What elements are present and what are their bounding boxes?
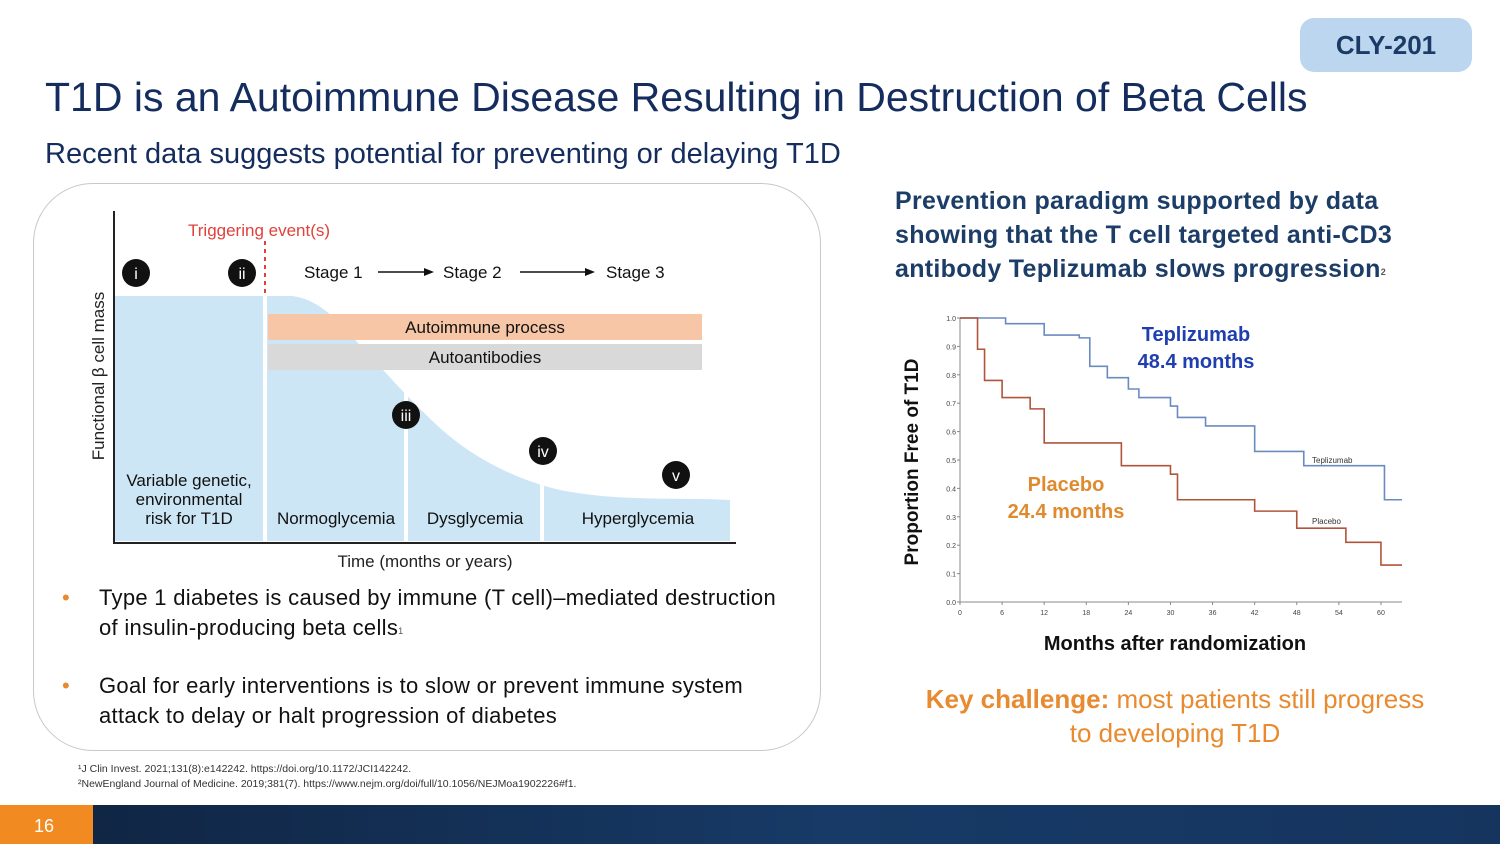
key-challenge-text: most patients still progress to developi…	[1069, 684, 1425, 748]
km-y-tick-label: 0.1	[946, 572, 956, 579]
km-x-tick-label: 54	[1335, 610, 1343, 617]
key-challenge-label: Key challenge:	[925, 684, 1110, 714]
prevention-text: Prevention paradigm supported by data sh…	[895, 187, 1393, 283]
km-x-tick-label: 48	[1293, 610, 1301, 617]
svg-text:iii: iii	[401, 408, 412, 425]
reference-1: ¹J Clin Invest. 2021;131(8):e142242. htt…	[78, 763, 412, 775]
km-y-label: Proportion Free of T1D	[902, 359, 923, 566]
autoimmune-bar	[268, 314, 702, 340]
trigger-label: Triggering event(s)	[188, 221, 330, 240]
references: ¹J Clin Invest. 2021;131(8):e142242. htt…	[78, 762, 576, 792]
page-number: 16	[0, 805, 93, 844]
placebo-label: Placebo	[1028, 474, 1105, 496]
x-axis-label: Time (months or years)	[337, 552, 512, 571]
svg-text:v: v	[672, 468, 680, 485]
km-x-tick-label: 18	[1082, 610, 1090, 617]
zone-dysglycemia: Dysglycemia	[427, 509, 524, 528]
page-subtitle: Recent data suggests potential for preve…	[45, 138, 841, 170]
km-axes: 0.0 0.1 0.2 0.3 0.4 0.5 0.6 0.7 0.8 0.9 1.0 0 6 12 18 2…	[946, 316, 1402, 617]
km-chart: 0.0 0.1 0.2 0.3 0.4 0.5 0.6 0.7 0.8 0.9 1.0 0 6 12 18 2…	[902, 316, 1402, 655]
reference-2: ²NewEngland Journal of Medicine. 2019;38…	[78, 778, 577, 790]
bullet-list: • Type 1 diabetes is caused by immune (T…	[62, 583, 782, 759]
km-x-tick-label: 6	[1000, 610, 1004, 617]
autoimmune-label: Autoimmune process	[405, 318, 565, 337]
zone-normoglycemia: Normoglycemia	[277, 509, 396, 528]
km-series-teplizumab	[960, 317, 1402, 501]
diagram-panel	[33, 183, 821, 751]
key-challenge: Key challenge: most patients still progr…	[925, 682, 1425, 750]
svg-text:i: i	[134, 266, 138, 283]
zone-genetic-line3: risk for T1D	[145, 509, 233, 528]
bullet-dot: •	[62, 673, 71, 698]
marker-ii: ii	[228, 259, 256, 287]
teplizumab-small-label: Teplizumab	[1312, 456, 1353, 465]
marker-i: i	[122, 259, 150, 287]
zone-genetic-line2: environmental	[136, 490, 243, 509]
marker-iii: iii	[392, 401, 420, 429]
bullet-dot: •	[62, 585, 71, 610]
km-y-tick-label: 0.5	[946, 458, 956, 465]
stage-3: Stage 3	[606, 263, 665, 282]
km-y-tick-label: 0.7	[946, 401, 956, 408]
km-x-tick-label: 24	[1124, 610, 1132, 617]
footer-bar	[0, 805, 1500, 844]
km-x-tick-label: 60	[1377, 610, 1385, 617]
zone-genetic-line1: Variable genetic,	[126, 471, 251, 490]
km-x-tick-label: 12	[1040, 610, 1048, 617]
badge: CLY-201	[1300, 18, 1472, 72]
y-axis-label: Functional β cell mass	[89, 292, 108, 461]
bullet-item: • Type 1 diabetes is caused by immune (T…	[62, 585, 776, 640]
km-x-tick-label: 36	[1209, 610, 1217, 617]
km-series	[960, 317, 1402, 566]
km-y-tick-label: 0.4	[946, 486, 956, 493]
km-y-tick-label: 0.9	[946, 344, 956, 351]
marker-iv: iv	[529, 437, 557, 465]
autoantibodies-label: Autoantibodies	[429, 348, 541, 367]
placebo-months: 24.4 months	[1008, 501, 1125, 523]
marker-v: v	[662, 461, 690, 489]
svg-text:ii: ii	[238, 266, 245, 283]
page-title: T1D is an Autoimmune Disease Resulting i…	[45, 74, 1308, 120]
stage-1: Stage 1	[304, 263, 363, 282]
km-y-tick-label: 0.6	[946, 430, 956, 437]
km-y-tick-label: 0.3	[946, 515, 956, 522]
t1d-stage-diagram: Triggering event(s) Functional β cell ma…	[89, 211, 736, 571]
zone-hyperglycemia: Hyperglycemia	[582, 509, 695, 528]
km-x-label: Months after randomization	[1044, 633, 1306, 655]
km-y-tick-label: 0.0	[946, 600, 956, 607]
stage-arrow-2-head	[585, 268, 595, 276]
km-x-tick-label: 30	[1167, 610, 1175, 617]
teplizumab-label: Teplizumab	[1142, 324, 1251, 346]
km-x-tick-label: 42	[1251, 610, 1259, 617]
stage-2: Stage 2	[443, 263, 502, 282]
km-y-tick-label: 0.8	[946, 373, 956, 380]
km-series-placebo	[960, 317, 1402, 566]
placebo-small-label: Placebo	[1312, 517, 1341, 526]
bullet-item: • Goal for early interventions is to slo…	[62, 673, 743, 728]
teplizumab-months: 48.4 months	[1138, 351, 1255, 373]
svg-text:iv: iv	[537, 444, 549, 461]
autoantibodies-bar	[268, 344, 702, 370]
km-x-tick-label: 0	[958, 610, 962, 617]
km-y-tick-label: 0.2	[946, 543, 956, 550]
km-y-tick-label: 1.0	[946, 316, 956, 323]
stage-arrow-1-head	[424, 268, 434, 276]
